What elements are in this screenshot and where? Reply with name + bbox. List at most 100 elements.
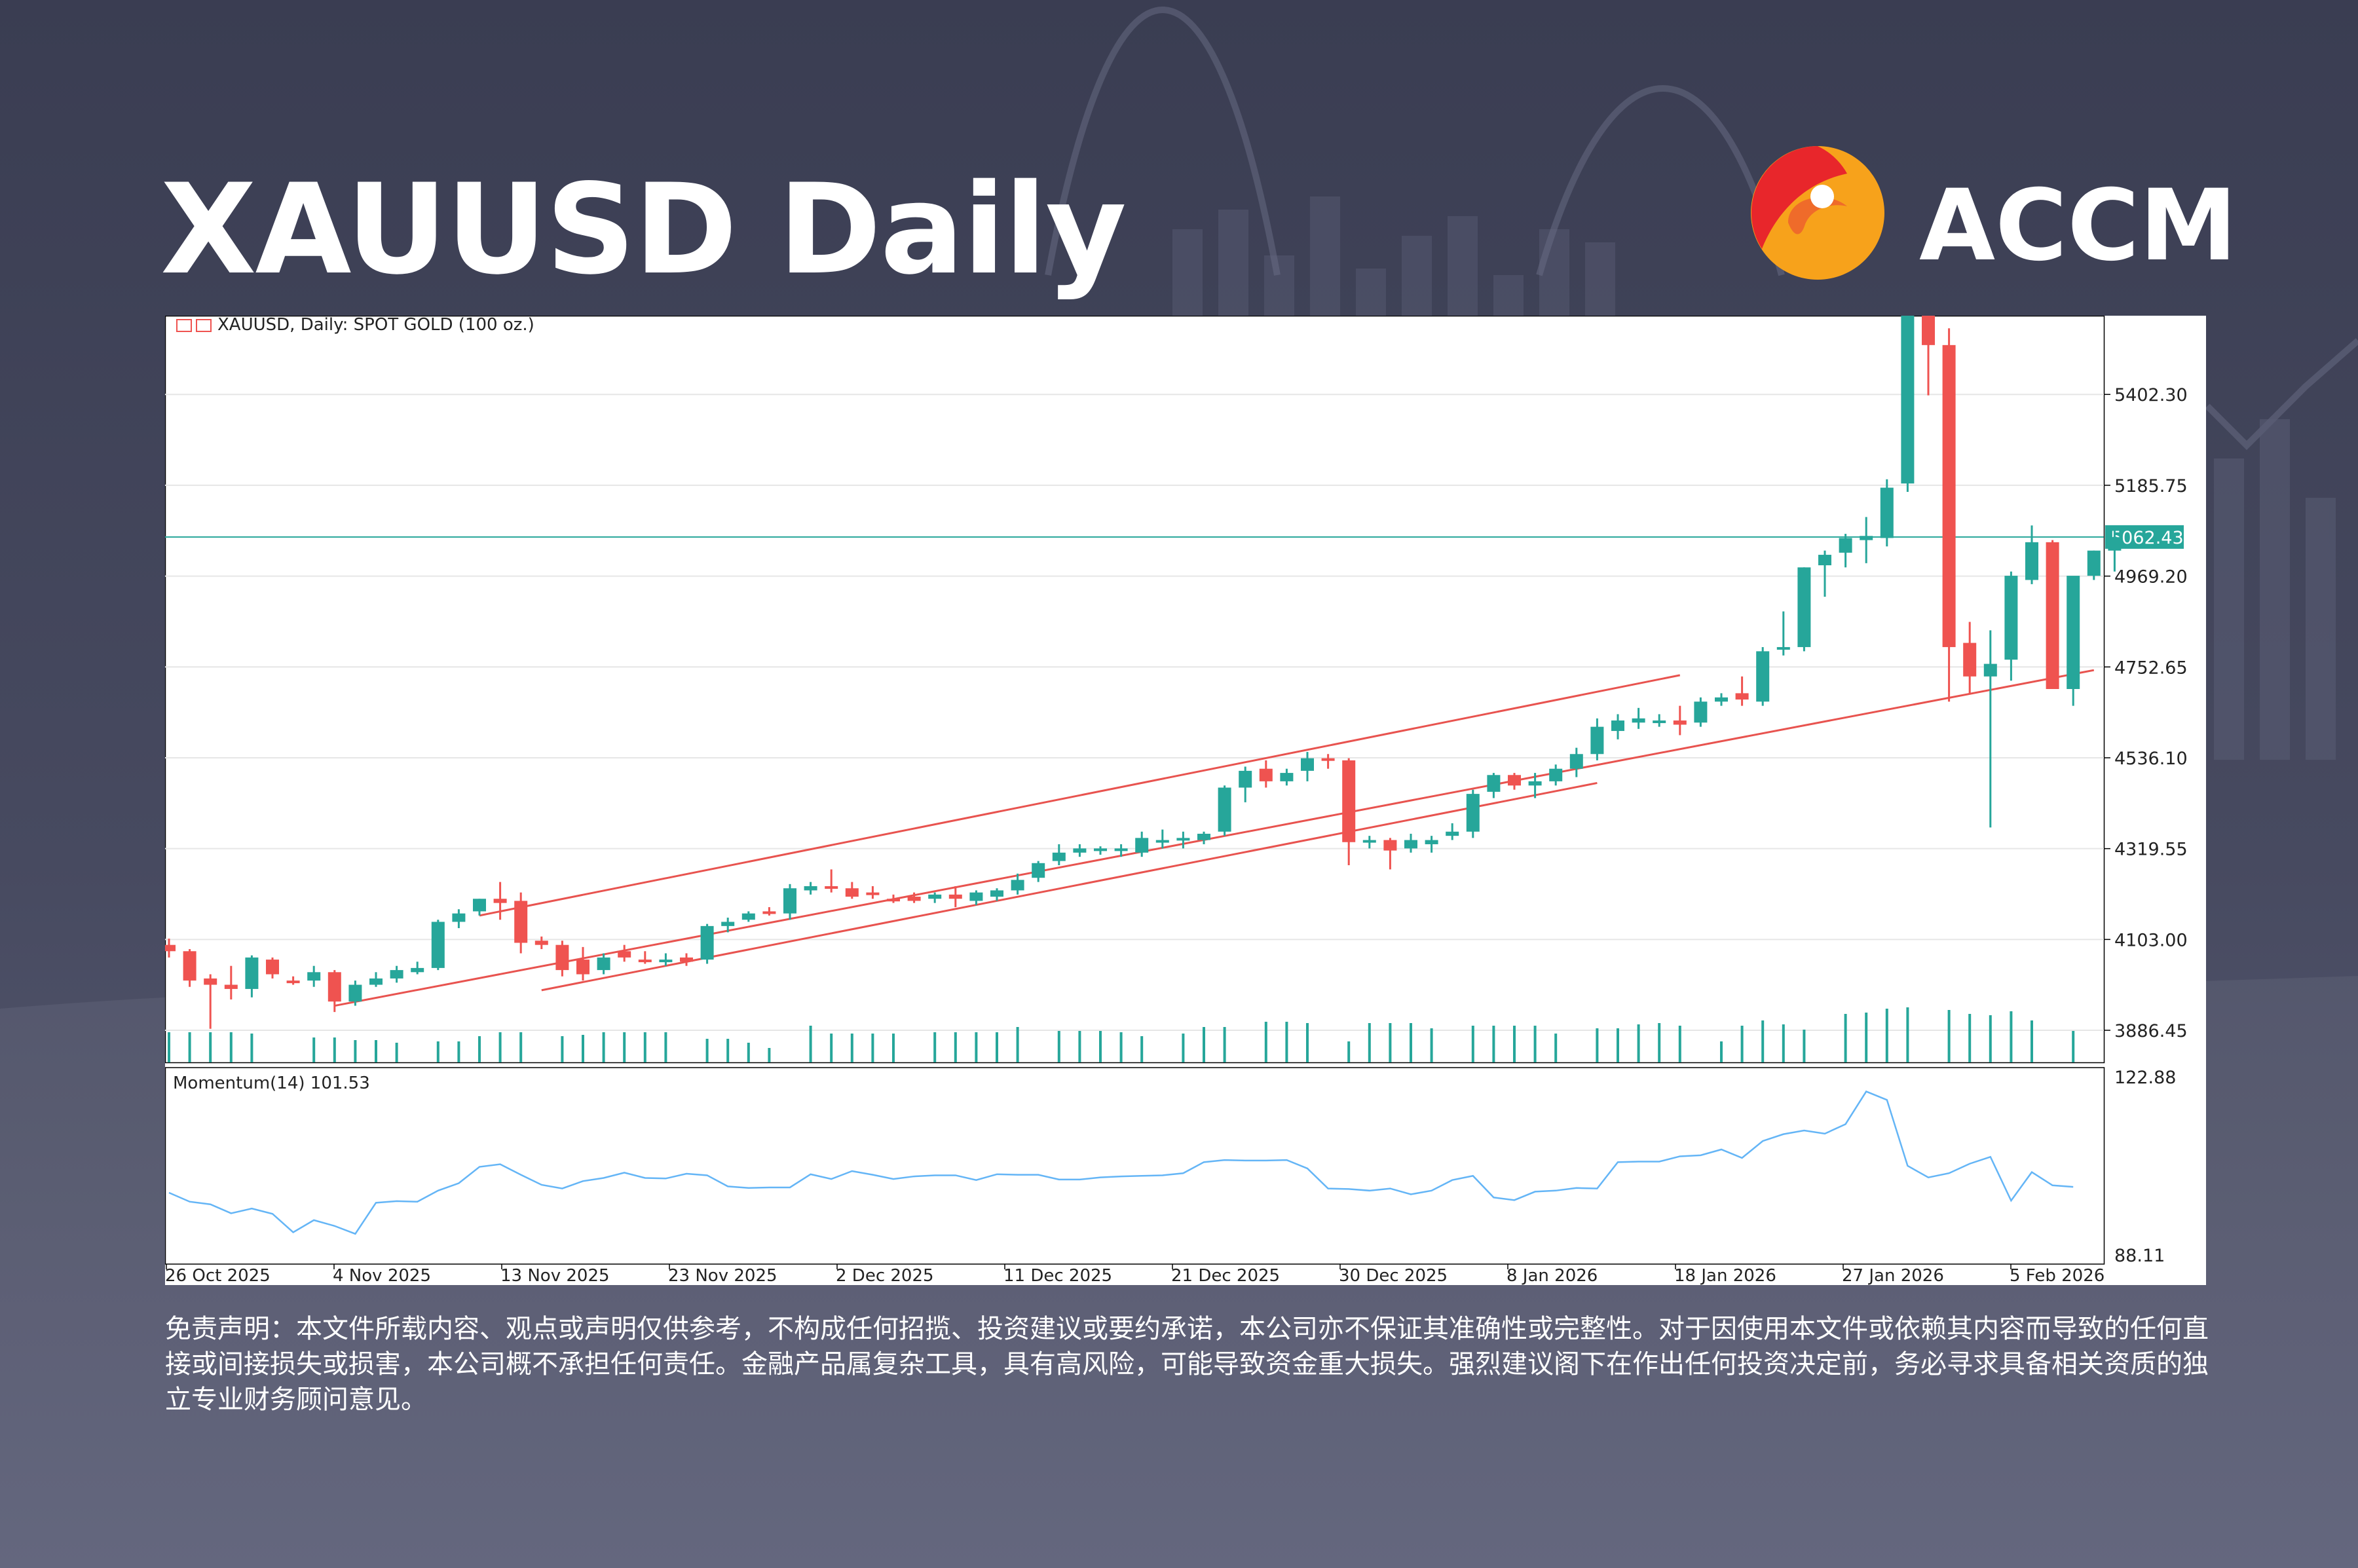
- volume-bar: [333, 1037, 336, 1062]
- x-tick-label: 4 Nov 2025: [333, 1266, 431, 1285]
- candle-body: [659, 960, 673, 963]
- volume-bar: [892, 1034, 895, 1062]
- volume-bar: [457, 1041, 460, 1062]
- volume-bar: [623, 1032, 626, 1062]
- candle-body: [266, 960, 279, 975]
- x-tick-label: 2 Dec 2025: [836, 1266, 934, 1285]
- x-tick-label: 30 Dec 2025: [1339, 1266, 1448, 1285]
- volume-bar: [582, 1035, 584, 1062]
- volume-bar: [1637, 1024, 1640, 1062]
- volume-bar: [250, 1034, 253, 1062]
- candle-body: [1963, 643, 1977, 677]
- candle-body: [1197, 833, 1210, 840]
- candle-body: [245, 957, 259, 989]
- volume-bar: [1596, 1028, 1599, 1062]
- x-tick-label: 11 Dec 2025: [1003, 1266, 1112, 1285]
- candle-body: [369, 978, 383, 985]
- volume-bar: [664, 1032, 667, 1062]
- candle-body: [1839, 538, 1852, 553]
- volume-bar: [1678, 1026, 1681, 1062]
- volume-bar: [498, 1032, 502, 1062]
- volume-bar: [747, 1043, 750, 1062]
- candle-body: [2025, 542, 2038, 580]
- volume-bar: [726, 1039, 730, 1062]
- candle-body: [1922, 316, 1935, 345]
- candle-body: [1508, 775, 1521, 786]
- candle-body: [887, 899, 900, 902]
- candle-body: [514, 901, 528, 943]
- volume-bar: [229, 1032, 233, 1062]
- x-tick-label: 8 Jan 2026: [1506, 1266, 1598, 1285]
- volume-bar: [1844, 1014, 1847, 1062]
- y-tick-label: 3886.45: [2114, 1021, 2188, 1041]
- volume-bar: [168, 1032, 170, 1062]
- volume-bar: [768, 1048, 771, 1062]
- candle-body: [1321, 758, 1335, 761]
- candle-body: [165, 944, 176, 952]
- volume-bar: [1057, 1031, 1060, 1062]
- candle-body: [948, 894, 962, 899]
- volume-bar: [1264, 1022, 1267, 1062]
- volume-bar: [1182, 1034, 1185, 1062]
- volume-bar: [1865, 1013, 1868, 1062]
- volume-bar: [1782, 1024, 1785, 1062]
- brand: ACCM: [1749, 144, 2237, 288]
- candle-body: [804, 886, 817, 891]
- volume-bar: [1203, 1027, 1205, 1062]
- volume-bar: [519, 1032, 523, 1062]
- candle-body: [493, 899, 507, 903]
- candle-body: [1487, 775, 1501, 792]
- volume-bar: [1989, 1015, 1992, 1062]
- volume-bar: [1740, 1026, 1744, 1062]
- volume-bar: [395, 1043, 398, 1062]
- momentum-label: Momentum(14) 101.53: [173, 1073, 370, 1093]
- candle-body: [1280, 773, 1294, 781]
- candle-body: [1259, 768, 1273, 781]
- candle-body: [473, 899, 486, 912]
- candle-body: [907, 897, 921, 901]
- volume-bar: [1430, 1028, 1433, 1062]
- candle-body: [1466, 794, 1480, 832]
- candle-body: [762, 911, 776, 914]
- candle-body: [2067, 576, 2080, 689]
- momentum-line: [168, 1090, 2074, 1235]
- candle-body: [1776, 646, 1790, 650]
- volume-bar: [478, 1036, 481, 1062]
- candle-body: [307, 972, 321, 981]
- volume-bar: [1285, 1022, 1288, 1062]
- volume-bar: [1347, 1041, 1351, 1062]
- volume-bar: [1306, 1023, 1309, 1062]
- momentum-y-max: 122.88: [2114, 1068, 2176, 1088]
- candle-body: [1901, 316, 1915, 484]
- disclaimer-text: 免责声明：本文件所载内容、观点或声明仅供参考，不构成任何招揽、投资建议或要约承诺…: [165, 1314, 2209, 1415]
- candle-body: [411, 967, 424, 973]
- candle-body: [1425, 840, 1438, 844]
- candle-body: [1404, 840, 1417, 849]
- candle-body: [1818, 555, 1831, 566]
- candle-body: [1342, 760, 1356, 842]
- volume-bar: [1119, 1032, 1123, 1062]
- candle-body: [638, 960, 652, 963]
- x-tick-label: 26 Oct 2025: [165, 1266, 271, 1285]
- price-chart: 5402.30 5185.75 4969.20 4752.65 4536.10 4319.…: [165, 316, 2188, 1285]
- candle-body: [1073, 848, 1087, 853]
- candle-body: [1860, 536, 1873, 540]
- x-tick-label: 23 Nov 2025: [668, 1266, 777, 1285]
- volume-bar: [1968, 1014, 1972, 1062]
- candle-body: [1218, 787, 1231, 832]
- volume-bar: [996, 1032, 998, 1062]
- volume-bar: [1720, 1041, 1723, 1062]
- volume-bar: [1803, 1030, 1806, 1062]
- candle-body: [2087, 550, 2101, 576]
- volume-bar: [643, 1032, 646, 1062]
- chart-type-icon: [176, 319, 192, 332]
- x-tick-label: 5 Feb 2026: [2010, 1266, 2105, 1285]
- volume-bar: [1140, 1036, 1144, 1062]
- volume-bar: [1513, 1026, 1516, 1062]
- volume-bar: [436, 1041, 440, 1062]
- candle-body: [224, 984, 238, 989]
- volume-bar: [975, 1032, 978, 1062]
- volume-bar: [871, 1034, 874, 1062]
- volume-bar: [561, 1036, 564, 1062]
- volume-bar: [1906, 1007, 1909, 1062]
